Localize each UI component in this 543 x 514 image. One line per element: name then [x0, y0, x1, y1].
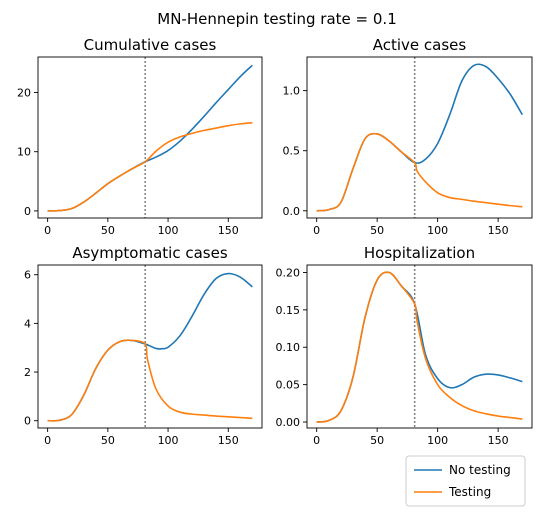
y-tick-label: 0.20 — [276, 266, 301, 279]
series-line-no-testing — [316, 271, 523, 423]
y-tick-label: 0.05 — [276, 379, 301, 392]
subplot-title: Active cases — [373, 36, 467, 54]
y-tick-label: 0.0 — [283, 205, 301, 218]
series-line-testing — [47, 339, 253, 422]
y-tick-label: 20 — [17, 87, 31, 100]
x-tick-label: 50 — [101, 434, 115, 447]
series-line-no-testing — [47, 272, 253, 422]
x-tick-label: 0 — [313, 224, 320, 237]
y-tick-label: 4 — [24, 317, 31, 330]
y-tick-label: 0.15 — [276, 304, 301, 317]
y-tick-label: 0.5 — [283, 145, 301, 158]
legend-label: No testing — [449, 463, 511, 477]
x-tick-label: 150 — [488, 224, 509, 237]
x-tick-label: 100 — [158, 434, 179, 447]
y-tick-label: 10 — [17, 146, 31, 159]
x-tick-label: 150 — [488, 434, 509, 447]
series-line-no-testing — [47, 64, 253, 212]
legend: No testing Testing — [405, 455, 526, 507]
y-tick-label: 0 — [24, 205, 31, 218]
x-tick-label: 100 — [427, 224, 448, 237]
x-tick-label: 100 — [158, 224, 179, 237]
legend-label: Testing — [448, 485, 491, 499]
subplot-2: Active cases 0 50 100 150 0.0 0.5 1.0 — [283, 36, 533, 237]
axes-frame — [37, 56, 263, 219]
subplot-title: Cumulative cases — [84, 36, 217, 54]
series-line-testing — [316, 271, 523, 423]
series-line-testing — [316, 132, 523, 212]
axes-frame — [37, 264, 263, 429]
y-tick-label: 0 — [24, 415, 31, 428]
x-tick-label: 150 — [218, 434, 239, 447]
series-line-no-testing — [316, 63, 524, 212]
y-tick-label: 1.0 — [283, 85, 301, 98]
legend-box — [405, 455, 526, 507]
y-tick-label: 0.10 — [276, 341, 301, 354]
subplot-4: Hospitalization 0 50 100 150 0.00 0.05 0.10 0.15… — [276, 244, 533, 447]
x-tick-label: 0 — [44, 224, 51, 237]
subplot-1: Cumulative cases 0 50 100 150 0 10 20 — [17, 36, 263, 237]
y-tick-label: 2 — [24, 366, 31, 379]
subplot-title: Hospitalization — [364, 244, 475, 262]
y-tick-label: 6 — [24, 269, 31, 282]
x-tick-label: 50 — [101, 224, 115, 237]
series-line-testing — [47, 121, 253, 212]
x-tick-label: 50 — [370, 224, 384, 237]
x-tick-label: 50 — [370, 434, 384, 447]
axes-frame — [306, 264, 533, 429]
figure-suptitle: MN-Hennepin testing rate = 0.1 — [157, 10, 397, 28]
x-tick-label: 0 — [44, 434, 51, 447]
subplot-3: Asymptomatic cases 0 50 100 150 0 2 4 6 — [24, 244, 263, 447]
y-tick-label: 0.00 — [276, 416, 301, 429]
x-tick-label: 150 — [218, 224, 239, 237]
subplot-title: Asymptomatic cases — [72, 244, 227, 262]
x-tick-label: 100 — [427, 434, 448, 447]
axes-frame — [306, 56, 533, 219]
x-tick-label: 0 — [313, 434, 320, 447]
